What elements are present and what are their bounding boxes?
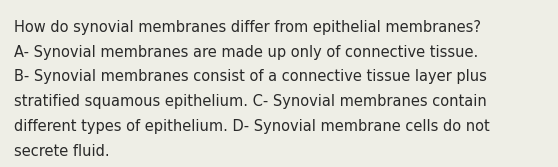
Text: How do synovial membranes differ from epithelial membranes?: How do synovial membranes differ from ep… bbox=[14, 20, 481, 35]
Text: stratified squamous epithelium. C- Synovial membranes contain: stratified squamous epithelium. C- Synov… bbox=[14, 94, 487, 109]
Text: different types of epithelium. D- Synovial membrane cells do not: different types of epithelium. D- Synovi… bbox=[14, 119, 490, 134]
Text: A- Synovial membranes are made up only of connective tissue.: A- Synovial membranes are made up only o… bbox=[14, 45, 478, 60]
Text: secrete fluid.: secrete fluid. bbox=[14, 144, 109, 159]
Text: B- Synovial membranes consist of a connective tissue layer plus: B- Synovial membranes consist of a conne… bbox=[14, 69, 487, 85]
